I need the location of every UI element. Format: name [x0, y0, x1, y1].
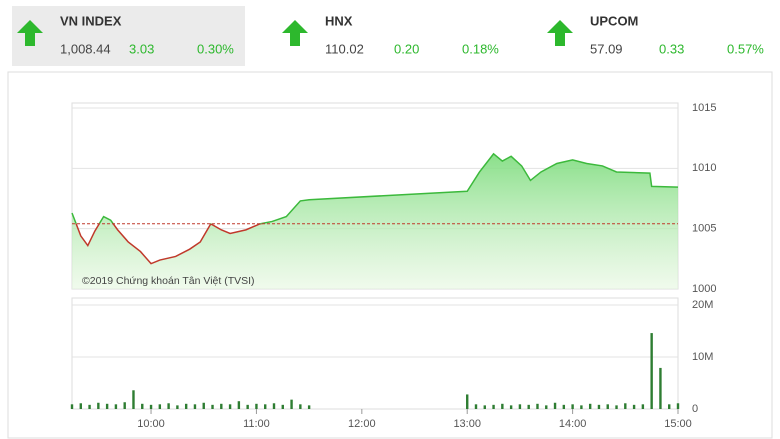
index-percent: 0.18% — [462, 41, 499, 56]
y-tick-label: 10M — [692, 351, 713, 363]
volume-bar — [237, 401, 241, 409]
y-tick-label: 20M — [692, 299, 713, 311]
volume-bar — [114, 404, 118, 409]
x-tick-label: 11:00 — [243, 418, 270, 430]
volume-bar — [290, 399, 293, 409]
x-tick-label: 15:00 — [664, 418, 692, 430]
volume-frame — [71, 297, 679, 410]
index-change: 0.33 — [659, 41, 684, 56]
volume-bar — [492, 404, 495, 409]
volume-bar — [211, 404, 214, 409]
index-percent: 0.57% — [727, 41, 764, 56]
volume-bar — [606, 404, 609, 409]
y-tick-label: 0 — [692, 403, 698, 415]
volume-bar — [123, 402, 126, 409]
volume-bar — [571, 404, 574, 409]
volume-bar — [527, 404, 530, 409]
volume-bar — [105, 403, 109, 409]
volume-bar — [220, 403, 223, 409]
volume-bar — [545, 405, 548, 409]
volume-bar — [299, 404, 302, 409]
index-name: HNX — [325, 13, 353, 28]
index-value: 110.02 — [325, 41, 364, 56]
watermark: ©2019 Chứng khoán Tân Việt (TVSI) — [82, 275, 255, 287]
index-name: VN INDEX — [60, 13, 122, 28]
x-tick-label: 10:00 — [137, 418, 165, 430]
volume-bar — [79, 403, 82, 409]
volume-bar — [167, 403, 170, 409]
volume-bar — [307, 405, 311, 409]
volume-bar — [632, 404, 636, 409]
volume-bar — [228, 404, 232, 409]
index-name: UPCOM — [590, 13, 638, 28]
volume-bar — [580, 405, 583, 409]
x-tick-label: 12:00 — [348, 418, 376, 430]
index-change: 0.20 — [394, 41, 419, 56]
volume-bar — [176, 405, 179, 409]
volume-bar — [88, 404, 91, 409]
volume-bar — [659, 367, 662, 409]
price-area — [72, 153, 678, 289]
volume-bar — [281, 404, 284, 409]
volume-bar — [483, 405, 486, 409]
price-line — [71, 152, 679, 224]
volume-bar — [132, 390, 135, 409]
volume-bar — [676, 403, 680, 409]
volume-bar — [202, 402, 205, 409]
volume-bar — [641, 404, 645, 409]
volume-bar — [193, 404, 197, 409]
volume-bar — [501, 403, 504, 409]
volume-bar — [553, 402, 557, 409]
price-line-below-reference — [75, 223, 265, 265]
chart-panel — [7, 71, 773, 439]
index-change: 3.03 — [129, 41, 154, 56]
y-tick-label: 1005 — [692, 223, 716, 235]
volume-bar — [536, 403, 539, 409]
volume-bar — [184, 403, 188, 409]
index-value: 1,008.44 — [60, 41, 111, 56]
x-tick-label: 14:00 — [559, 418, 587, 430]
volume-bar — [624, 403, 627, 409]
volume-bar — [264, 404, 267, 409]
volume-bar — [668, 404, 671, 409]
volume-bar — [466, 394, 469, 409]
volume-bar — [70, 404, 74, 409]
volume-bar — [597, 404, 601, 409]
y-tick-label: 1010 — [692, 162, 716, 174]
volume-bar — [518, 404, 522, 409]
volume-bar — [255, 403, 258, 409]
volume-bar — [562, 404, 566, 409]
volume-bar — [97, 402, 100, 409]
volume-bar — [615, 405, 618, 409]
volume-bar — [509, 405, 513, 409]
volume-bar — [272, 403, 276, 409]
index-percent: 0.30% — [197, 41, 234, 56]
volume-bar — [650, 333, 653, 409]
volume-bar — [474, 404, 478, 409]
y-tick-label: 1015 — [692, 102, 716, 114]
volume-bar — [149, 404, 153, 409]
up-arrow — [547, 20, 573, 46]
x-tick-label: 13:00 — [453, 418, 481, 430]
tile-highlight — [12, 6, 245, 66]
index-value: 57.09 — [590, 41, 623, 56]
volume-bar — [141, 403, 144, 409]
volume-bar — [588, 403, 592, 409]
y-tick-label: 1000 — [692, 283, 716, 295]
volume-bar — [158, 404, 162, 409]
volume-bar — [246, 404, 249, 409]
up-arrow — [282, 20, 308, 46]
up-arrow — [17, 20, 43, 46]
